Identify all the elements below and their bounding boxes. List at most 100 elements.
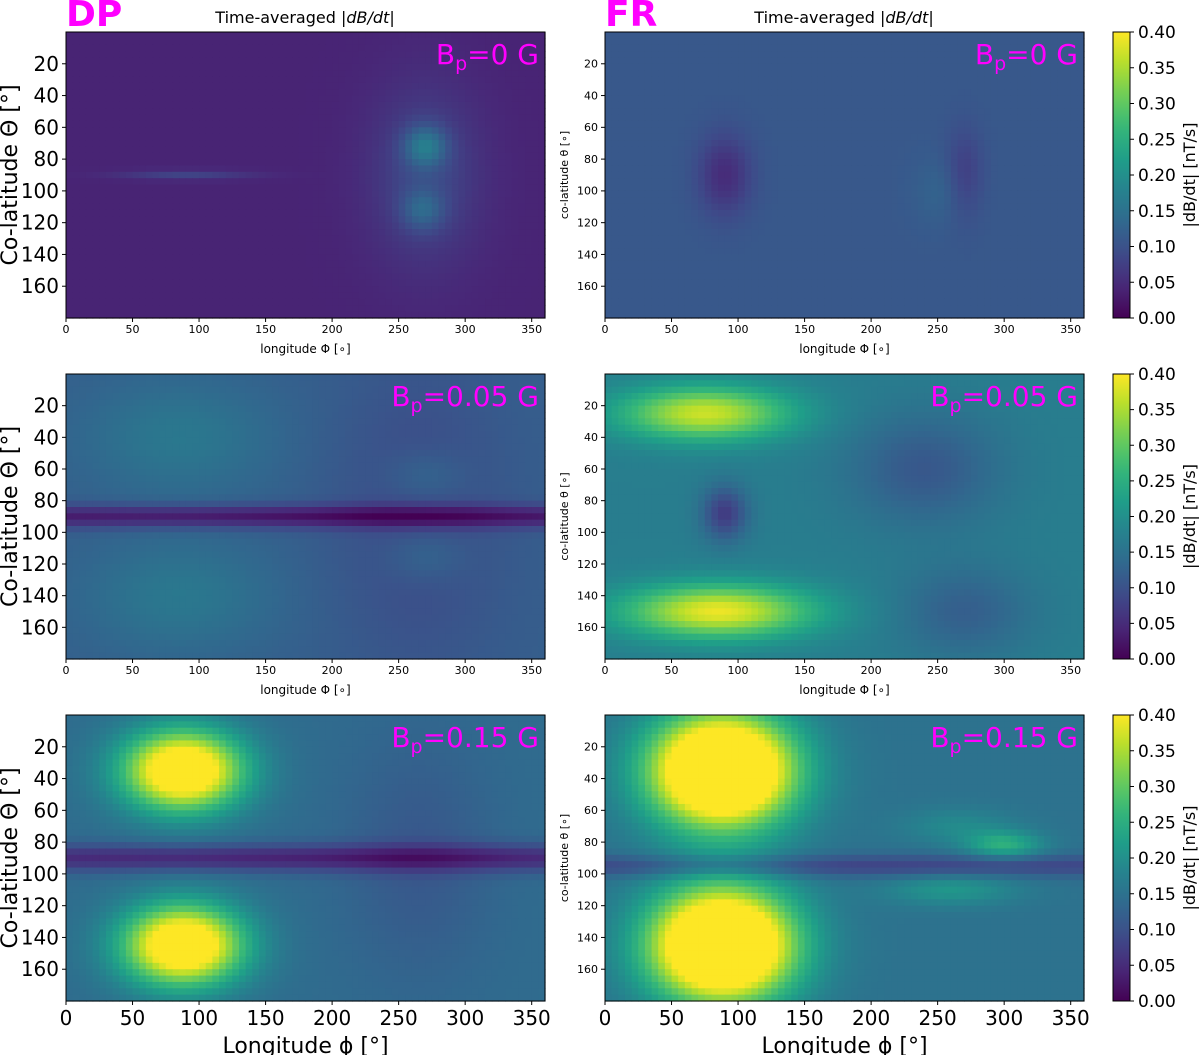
heatmap-cell xyxy=(339,178,346,185)
heatmap-cell xyxy=(459,172,466,179)
heatmap-cell xyxy=(306,242,313,249)
heatmap-cell xyxy=(691,140,698,147)
heatmap-cell xyxy=(86,204,93,211)
heatmap-cell xyxy=(665,172,672,179)
heatmap-cell xyxy=(711,89,718,96)
heatmap-cell xyxy=(73,89,80,96)
heatmap-cell xyxy=(1057,83,1064,90)
heatmap-cell xyxy=(152,197,159,204)
heatmap-cell xyxy=(525,89,532,96)
heatmap-cell xyxy=(425,223,432,230)
heatmap-cell xyxy=(206,280,213,287)
heatmap-cell xyxy=(232,235,239,242)
heatmap-cell xyxy=(206,229,213,236)
heatmap-cell xyxy=(472,172,479,179)
heatmap-cell xyxy=(319,96,326,103)
heatmap-cell xyxy=(498,140,505,147)
heatmap-cell xyxy=(831,108,838,115)
heatmap-cell xyxy=(266,178,273,185)
heatmap-cell xyxy=(106,134,113,141)
heatmap-cell xyxy=(691,178,698,185)
heatmap-cell xyxy=(758,108,765,115)
heatmap-cell xyxy=(485,197,492,204)
heatmap-cell xyxy=(79,267,86,274)
heatmap-cell xyxy=(332,45,339,52)
heatmap-cell xyxy=(918,178,925,185)
heatmap-cell xyxy=(465,108,472,115)
heatmap-cell xyxy=(691,159,698,166)
heatmap-cell xyxy=(286,191,293,198)
heatmap-cell xyxy=(133,146,140,153)
heatmap-cell xyxy=(266,191,273,198)
heatmap-cell xyxy=(252,204,259,211)
heatmap-cell xyxy=(445,223,452,230)
heatmap-cell xyxy=(306,178,313,185)
heatmap-cell xyxy=(492,146,499,153)
heatmap-cell xyxy=(645,159,652,166)
heatmap-cell xyxy=(652,127,659,134)
heatmap-cell xyxy=(259,223,266,230)
heatmap-cell xyxy=(638,165,645,172)
heatmap-cell xyxy=(119,254,126,261)
heatmap-cell xyxy=(186,45,193,52)
heatmap-cell xyxy=(711,32,718,39)
heatmap-cell xyxy=(505,191,512,198)
heatmap-cell xyxy=(399,191,406,198)
heatmap-cell xyxy=(99,261,106,268)
heatmap-cell xyxy=(978,121,985,128)
heatmap-cell xyxy=(159,229,166,236)
heatmap-cell xyxy=(113,121,120,128)
heatmap-cell xyxy=(126,248,133,255)
heatmap-cell xyxy=(964,134,971,141)
heatmap-cell xyxy=(252,299,259,306)
heatmap-cell xyxy=(532,108,539,115)
heatmap-cell xyxy=(632,70,639,77)
heatmap-cell xyxy=(911,57,918,64)
heatmap-cell xyxy=(345,229,352,236)
heatmap-cell xyxy=(286,261,293,268)
heatmap-cell xyxy=(465,76,472,83)
heatmap-cell xyxy=(399,51,406,58)
heatmap-cell xyxy=(192,267,199,274)
heatmap-cell xyxy=(964,159,971,166)
heatmap-cell xyxy=(472,146,479,153)
heatmap-cell xyxy=(439,267,446,274)
heatmap-cell xyxy=(166,134,173,141)
heatmap-cell xyxy=(345,254,352,261)
heatmap-cell xyxy=(133,274,140,281)
heatmap-cell xyxy=(99,254,106,261)
heatmap-cell xyxy=(1037,159,1044,166)
heatmap-cell xyxy=(998,172,1005,179)
heatmap-cell xyxy=(472,210,479,217)
heatmap-cell xyxy=(445,191,452,198)
heatmap-cell xyxy=(505,274,512,281)
heatmap-cell xyxy=(518,235,525,242)
heatmap-cell xyxy=(419,229,426,236)
heatmap-cell xyxy=(119,216,126,223)
heatmap-cell xyxy=(791,140,798,147)
heatmap-cell xyxy=(199,76,206,83)
heatmap-cell xyxy=(299,210,306,217)
heatmap-cell xyxy=(359,51,366,58)
heatmap-cell xyxy=(439,134,446,141)
heatmap-cell xyxy=(485,115,492,122)
heatmap-cell xyxy=(339,96,346,103)
heatmap-cell xyxy=(485,153,492,160)
heatmap-cell xyxy=(445,305,452,312)
heatmap-cell xyxy=(478,89,485,96)
heatmap-cell xyxy=(731,115,738,122)
heatmap-cell xyxy=(498,229,505,236)
heatmap-cell xyxy=(658,140,665,147)
heatmap-cell xyxy=(385,127,392,134)
heatmap-cell xyxy=(665,178,672,185)
heatmap-cell xyxy=(425,146,432,153)
heatmap-cell xyxy=(79,229,86,236)
heatmap-cell xyxy=(133,96,140,103)
heatmap-cell xyxy=(864,64,871,71)
heatmap-cell xyxy=(139,64,146,71)
heatmap-cell xyxy=(745,64,752,71)
heatmap-cell xyxy=(139,96,146,103)
heatmap-cell xyxy=(239,108,246,115)
heatmap-cell xyxy=(958,38,965,45)
heatmap-cell xyxy=(405,197,412,204)
